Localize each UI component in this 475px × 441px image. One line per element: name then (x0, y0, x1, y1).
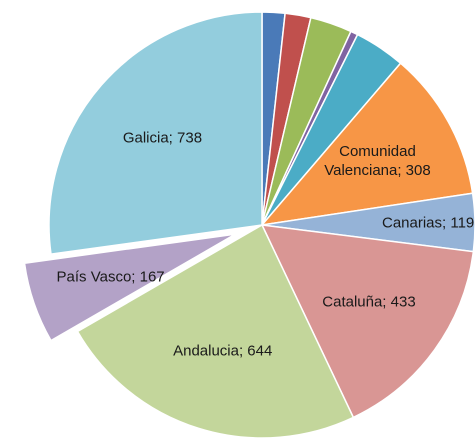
data-label: Andalucia; 644 (173, 342, 273, 360)
data-label: Comunidad Valenciana; 308 (324, 142, 431, 179)
data-label: Cataluña; 433 (322, 293, 416, 311)
pie-slice (260, 224, 475, 419)
pie-slice (48, 11, 263, 255)
data-label: Galicia; 738 (122, 129, 203, 147)
pie-slice (23, 233, 236, 342)
pie-slice (260, 62, 474, 227)
data-label: País Vasco; 167 (56, 268, 165, 286)
pie-slice (76, 223, 355, 439)
data-label: Canarias; 119 (381, 214, 475, 232)
